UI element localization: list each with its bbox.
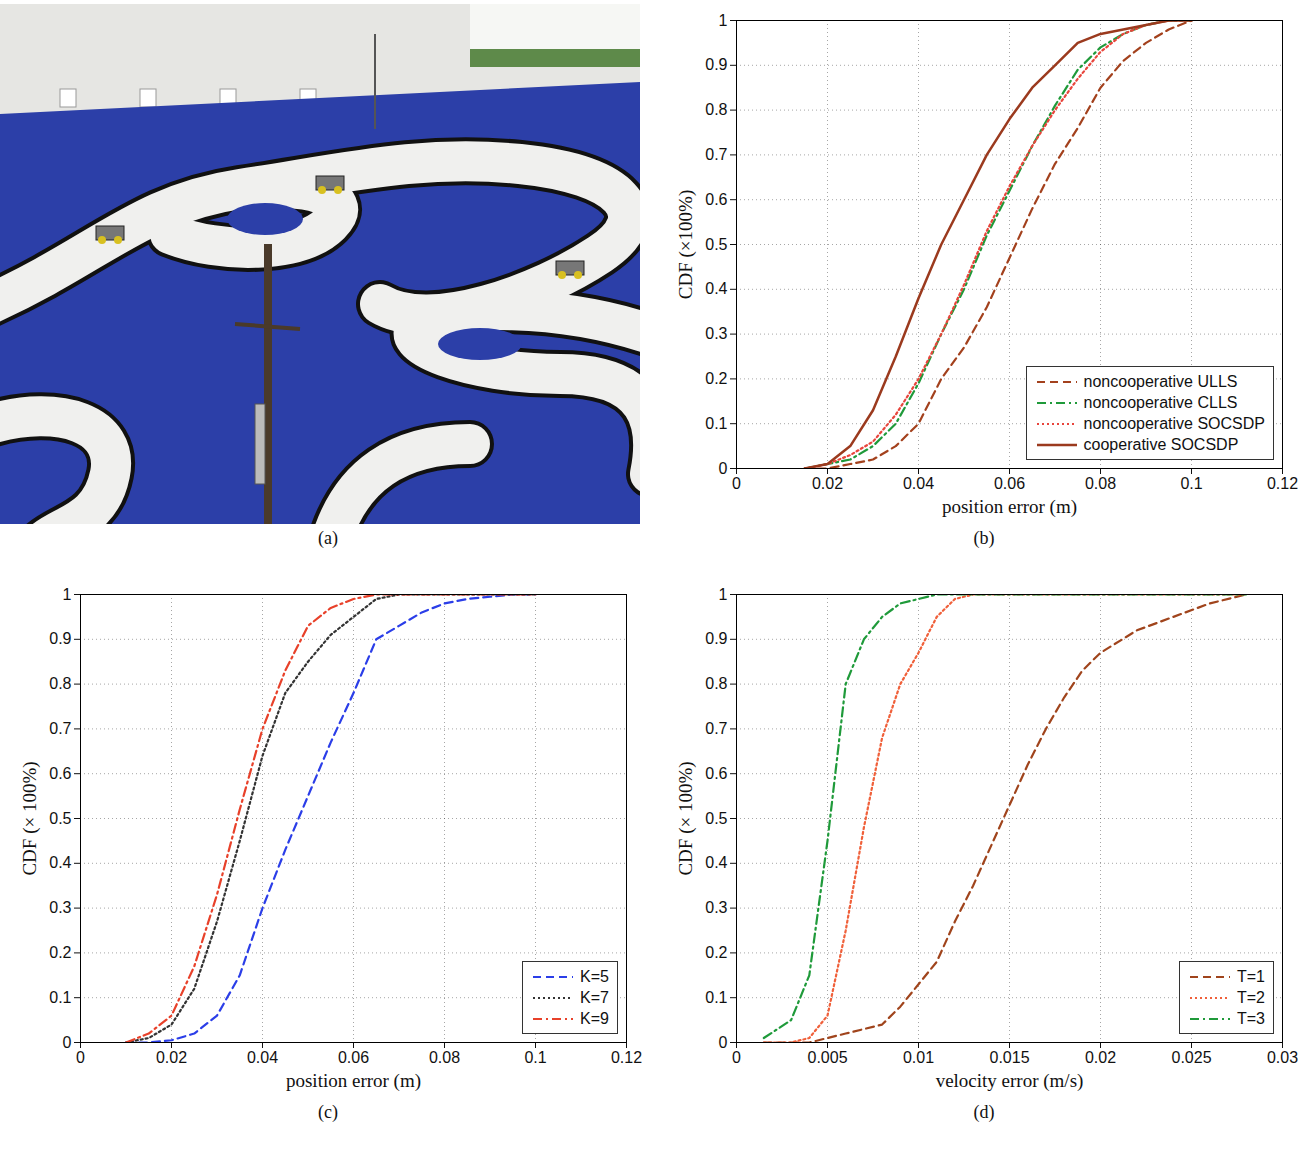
svg-text:position error (m): position error (m) (942, 496, 1077, 518)
html-text:T=2: T=2 (1237, 989, 1265, 1006)
svg-text:0.02: 0.02 (1085, 1049, 1116, 1066)
svg-text:0: 0 (719, 460, 728, 477)
svg-text:0.7: 0.7 (705, 146, 727, 163)
svg-text:0.08: 0.08 (1085, 475, 1116, 492)
svg-text:0.6: 0.6 (705, 191, 727, 208)
svg-text:0.005: 0.005 (807, 1049, 847, 1066)
html-text:(d): (d) (973, 1102, 995, 1122)
svg-text:0.06: 0.06 (338, 1049, 369, 1066)
html-text:(c): (c) (318, 1102, 338, 1122)
svg-text:0.02: 0.02 (812, 475, 843, 492)
svg-text:0.12: 0.12 (1267, 475, 1298, 492)
svg-text:0: 0 (76, 1049, 85, 1066)
svg-text:0.08: 0.08 (429, 1049, 460, 1066)
svg-text:0.8: 0.8 (49, 675, 71, 692)
svg-text:0.1: 0.1 (1180, 475, 1202, 492)
svg-text:0.1: 0.1 (705, 415, 727, 432)
svg-text:0.12: 0.12 (611, 1049, 642, 1066)
html-text:noncooperative ULLS: noncooperative ULLS (1083, 373, 1238, 390)
svg-text:0.9: 0.9 (705, 56, 727, 73)
html-text:K=7: K=7 (580, 989, 609, 1006)
html-text:T=1: T=1 (1237, 968, 1265, 985)
svg-text:0.9: 0.9 (49, 630, 71, 647)
svg-text:1: 1 (719, 12, 728, 29)
svg-text:0.04: 0.04 (247, 1049, 278, 1066)
svg-text:0: 0 (63, 1034, 72, 1051)
svg-text:0.3: 0.3 (705, 899, 727, 916)
svg-text:velocity error (m/s): velocity error (m/s) (936, 1070, 1084, 1092)
svg-text:0.4: 0.4 (705, 854, 727, 871)
svg-text:0.1: 0.1 (524, 1049, 546, 1066)
svg-text:0.03: 0.03 (1267, 1049, 1298, 1066)
svg-text:0.5: 0.5 (705, 236, 727, 253)
svg-text:CDF (× 100%): CDF (× 100%) (19, 761, 41, 875)
svg-text:0.1: 0.1 (49, 989, 71, 1006)
svg-text:0.2: 0.2 (705, 370, 727, 387)
svg-text:0.7: 0.7 (705, 720, 727, 737)
html-text:noncooperative SOCSDP: noncooperative SOCSDP (1083, 415, 1265, 432)
svg-text:0.6: 0.6 (705, 765, 727, 782)
svg-text:0.4: 0.4 (49, 854, 71, 871)
html-text:K=5: K=5 (580, 968, 609, 985)
svg-text:0.6: 0.6 (49, 765, 71, 782)
svg-text:CDF (×100%): CDF (×100%) (675, 190, 697, 299)
svg-text:1: 1 (63, 586, 72, 603)
svg-text:0.02: 0.02 (156, 1049, 187, 1066)
svg-text:0.01: 0.01 (903, 1049, 934, 1066)
svg-text:0: 0 (719, 1034, 728, 1051)
svg-text:0.5: 0.5 (49, 810, 71, 827)
svg-text:0.06: 0.06 (994, 475, 1025, 492)
html-text:noncooperative CLLS: noncooperative CLLS (1083, 394, 1238, 411)
svg-text:0: 0 (732, 1049, 741, 1066)
svg-text:0.025: 0.025 (1171, 1049, 1211, 1066)
html-text:T=3: T=3 (1237, 1010, 1265, 1027)
svg-text:0.015: 0.015 (989, 1049, 1029, 1066)
html-text:(a): (a) (318, 528, 338, 548)
svg-text:0.2: 0.2 (49, 944, 71, 961)
svg-text:0.1: 0.1 (705, 989, 727, 1006)
svg-text:0.2: 0.2 (705, 944, 727, 961)
svg-text:0.4: 0.4 (705, 280, 727, 297)
svg-text:0.5: 0.5 (705, 810, 727, 827)
svg-text:0.04: 0.04 (903, 475, 934, 492)
html-text:(b): (b) (973, 528, 995, 548)
html-text:cooperative SOCSDP: cooperative SOCSDP (1083, 436, 1239, 453)
svg-text:0.3: 0.3 (49, 899, 71, 916)
svg-text:0.9: 0.9 (705, 630, 727, 647)
svg-text:0.8: 0.8 (705, 101, 727, 118)
svg-text:0: 0 (732, 475, 741, 492)
svg-text:0.7: 0.7 (49, 720, 71, 737)
svg-text:position error (m): position error (m) (286, 1070, 421, 1092)
svg-text:CDF (× 100%): CDF (× 100%) (675, 761, 697, 875)
svg-text:0.8: 0.8 (705, 675, 727, 692)
svg-text:0.3: 0.3 (705, 325, 727, 342)
svg-text:1: 1 (719, 586, 728, 603)
html-text:K=9: K=9 (580, 1010, 609, 1027)
